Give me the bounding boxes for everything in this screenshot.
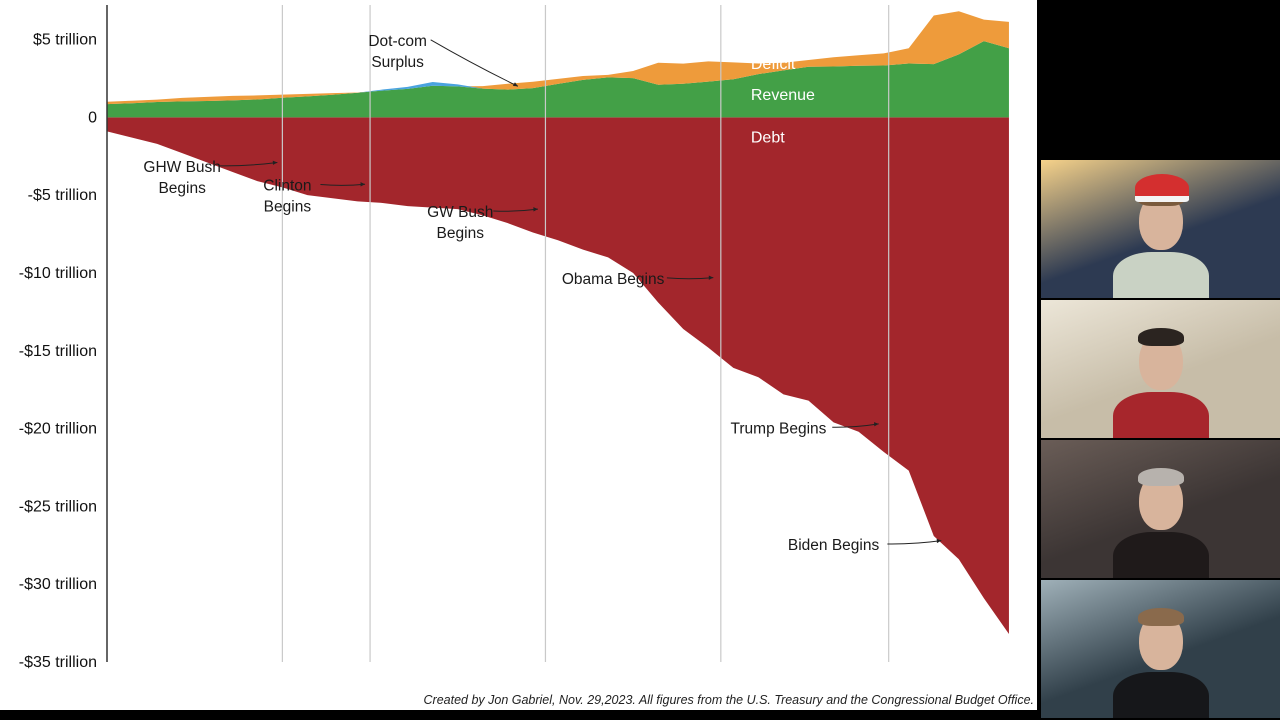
surplus-area (357, 82, 483, 93)
participant-hair (1138, 608, 1184, 626)
y-tick-label: -$15 trillion (19, 343, 97, 360)
y-tick-label: -$25 trillion (19, 498, 97, 515)
participant-hair (1138, 468, 1184, 486)
annotation-arrowhead (936, 538, 942, 544)
annotation-text: Trump Begins (730, 420, 826, 437)
annotation-arrow (430, 39, 519, 87)
annotation-text: Dot-com (368, 33, 427, 50)
annotation-text: Begins (437, 225, 485, 242)
video-tile-participant-4 (1041, 580, 1280, 718)
annotation-arrowhead (512, 82, 518, 87)
chart-panel: $5 trillion 0 -$5 trillion -$10 trillion -$1… (0, 0, 1037, 710)
y-tick-label: 0 (88, 109, 97, 126)
annotation-text: Begins (158, 180, 206, 197)
debt-revenue-chart: $5 trillion 0 -$5 trillion -$10 trillion -$1… (19, 5, 1009, 671)
video-tile-participant-3 (1041, 440, 1280, 578)
chart-credit: Created by Jon Gabriel, Nov. 29,2023. Al… (423, 693, 1035, 707)
annotation-arrowhead (708, 275, 714, 280)
participant-hair (1138, 328, 1184, 346)
annotation-arrowhead (533, 207, 538, 212)
y-tick-label: -$5 trillion (28, 187, 97, 204)
participant-torso (1113, 532, 1209, 578)
annotation-text: Clinton (263, 178, 311, 195)
y-tick-label: -$30 trillion (19, 576, 97, 593)
video-tile-participant-2 (1041, 300, 1280, 438)
series-label-deficit: Deficit (751, 56, 796, 73)
participant-torso (1113, 392, 1209, 438)
series-label-revenue: Revenue (751, 87, 815, 104)
annotation-text: Obama Begins (562, 271, 665, 288)
annotation-text: GW Bush (427, 204, 493, 221)
y-tick-label: -$10 trillion (19, 265, 97, 282)
annotation-text: Biden Begins (788, 537, 880, 554)
series-label-debt: Debt (751, 129, 785, 146)
annotation-text: GHW Bush (143, 159, 221, 176)
y-tick-label: $5 trillion (33, 32, 97, 49)
annotation-arrowhead (272, 160, 278, 165)
annotation-arrow (219, 161, 278, 167)
annotation-text: Begins (264, 199, 312, 216)
participant-torso (1113, 672, 1209, 718)
video-tile-participant-1 (1041, 160, 1280, 298)
debt-area (107, 117, 1009, 634)
revenue-area (107, 41, 1009, 118)
santa-hat-icon (1135, 174, 1189, 202)
annotation-arrow (887, 540, 942, 545)
annotation-text: Surplus (371, 54, 424, 71)
video-call-strip (1041, 160, 1280, 720)
annotation-arrowhead (360, 182, 366, 187)
y-tick-label: -$35 trillion (19, 654, 97, 671)
annotation-arrowhead (874, 422, 879, 427)
participant-torso (1113, 252, 1209, 298)
y-tick-label: -$20 trillion (19, 421, 97, 438)
